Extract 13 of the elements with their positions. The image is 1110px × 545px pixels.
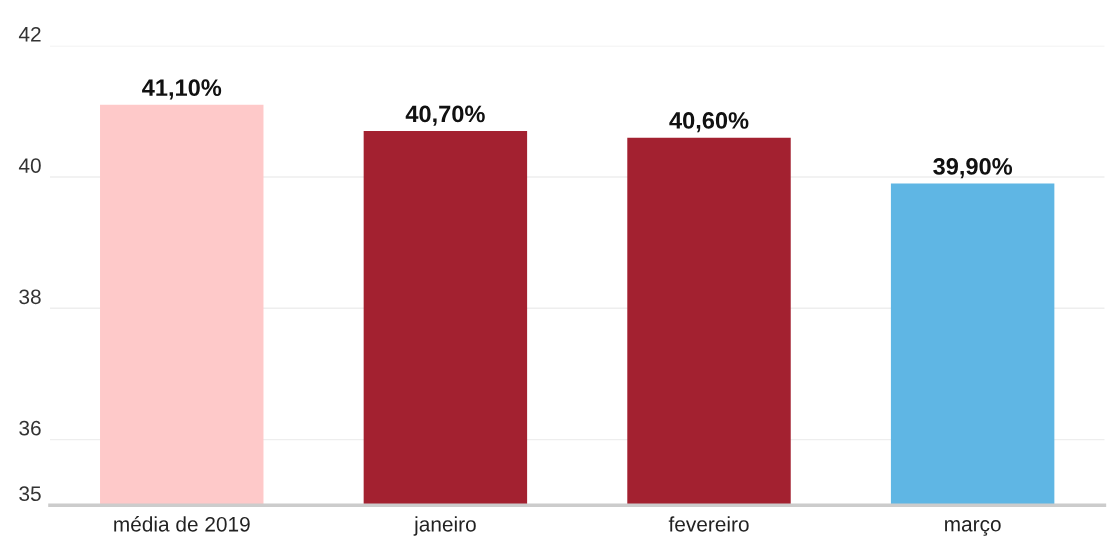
x-tick-label: janeiro: [413, 516, 476, 536]
x-tick-label: fevereiro: [668, 516, 749, 532]
y-tick-label: 35: [19, 486, 41, 502]
data-label: 39,90%: [933, 158, 1013, 179]
x-tick-label: março: [945, 520, 1001, 536]
y-tick-label: 40: [18, 158, 41, 173]
y-tick-label: 36: [19, 420, 41, 436]
y-tick-label: 38: [19, 289, 41, 305]
data-label: 40,60%: [669, 112, 749, 133]
data-label: 41,10%: [142, 79, 222, 100]
data-label: 40,70%: [405, 105, 485, 126]
x-tick-label: média de 2019: [114, 516, 250, 532]
y-tick-label: 42: [18, 26, 41, 42]
